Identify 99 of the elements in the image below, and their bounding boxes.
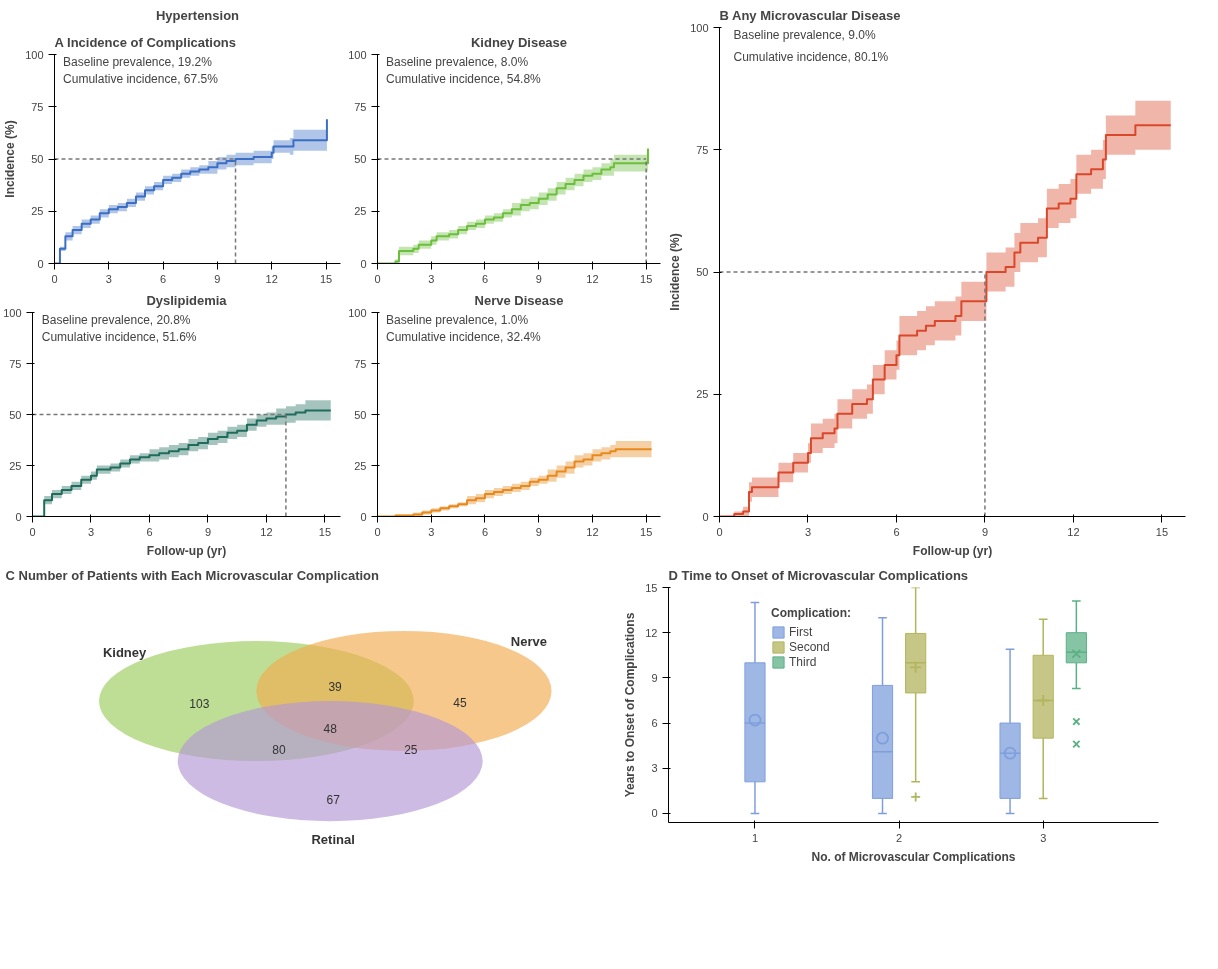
x-tick-label: 0 — [716, 525, 723, 538]
y-tick-label: 25 — [9, 459, 22, 472]
y-tick-label: 25 — [31, 205, 44, 218]
x-tick-label: 12 — [1067, 525, 1080, 538]
y-axis-title: Incidence (%) — [668, 233, 683, 311]
x-tick-label: 15 — [1155, 525, 1169, 538]
y-tick-label: 75 — [9, 357, 22, 370]
y-tick-label: 50 — [31, 153, 44, 165]
annotation: Cumulative incidence, 32.4% — [385, 329, 542, 344]
x-tick-label: 6 — [893, 525, 900, 538]
x-tick-label: 1 — [751, 831, 759, 844]
text: 48 — [323, 722, 338, 737]
chart-subtitle: A Incidence of Complications — [54, 34, 237, 50]
annotation: Baseline prevalence, 8.0% — [385, 54, 529, 69]
annotation: Cumulative incidence, 67.5% — [63, 72, 219, 87]
y-tick-label: 100 — [348, 306, 367, 319]
x-tick-label: 9 — [214, 272, 221, 285]
annotation: Baseline prevalence, 1.0% — [385, 312, 529, 327]
x-axis-title: No. of Microvascular Complications — [811, 849, 1016, 864]
y-tick-label: 75 — [696, 143, 709, 156]
text: C Number of Patients with Each Microvascular Complication — [5, 567, 380, 583]
x-tick-label: 12 — [586, 525, 599, 538]
y-tick-label: 9 — [651, 671, 658, 684]
y-tick-label: 0 — [37, 257, 44, 270]
x-tick-label: 9 — [535, 272, 542, 285]
y-tick-label: 12 — [645, 626, 658, 639]
y-tick-label: 50 — [354, 408, 367, 421]
x-tick-label: 3 — [87, 525, 95, 538]
text: 45 — [453, 696, 468, 711]
x-tick-label: 9 — [535, 525, 542, 538]
text: 103 — [189, 697, 210, 712]
category-label: Nerve — [510, 633, 547, 649]
annotation: Cumulative incidence, 54.8% — [385, 72, 542, 87]
x-tick-label: 0 — [51, 272, 58, 285]
y-tick-label: 50 — [354, 153, 367, 165]
x-tick-label: 6 — [160, 272, 167, 285]
annotation: Baseline prevalence, 20.8% — [41, 312, 191, 327]
chart-title: Hypertension — [155, 7, 240, 23]
x-tick-label: 12 — [265, 272, 278, 285]
chart-title: B Any Microvascular Disease — [719, 7, 901, 23]
y-tick-label: 75 — [354, 100, 367, 113]
y-tick-label: 25 — [354, 459, 367, 472]
y-tick-label: 25 — [696, 388, 709, 401]
legend-label: Second — [789, 640, 830, 654]
y-tick-label: 100 — [3, 306, 22, 319]
y-tick-label: 6 — [651, 717, 658, 730]
y-tick-label: 50 — [9, 408, 22, 421]
y-axis-title: Years to Onset of Complications — [623, 612, 638, 798]
annotation: Cumulative incidence, 80.1% — [733, 49, 889, 64]
legend-title: Complication: — [771, 606, 851, 620]
x-tick-label: 9 — [981, 525, 989, 538]
y-tick-label: 50 — [696, 266, 709, 278]
x-tick-label: 3 — [105, 272, 112, 285]
text: 67 — [326, 793, 341, 808]
chart-title: D Time to Onset of Microvascular Complications — [668, 567, 969, 583]
y-tick-label: 100 — [690, 21, 709, 34]
text: 39 — [328, 679, 343, 694]
legend-label: First — [789, 625, 813, 639]
x-tick-label: 12 — [586, 272, 599, 285]
y-tick-label: 3 — [651, 762, 658, 775]
annotation: Cumulative incidence, 51.6% — [41, 329, 197, 344]
x-tick-label: 6 — [481, 525, 489, 538]
x-tick-label: 3 — [804, 525, 812, 538]
y-tick-label: 100 — [348, 48, 367, 61]
chart-title: Dyslipidemia — [146, 292, 228, 308]
y-tick-label: 0 — [702, 510, 709, 523]
x-tick-label: 15 — [319, 272, 333, 285]
y-tick-label: 0 — [360, 257, 367, 270]
annotation: Baseline prevalence, 19.2% — [63, 54, 213, 69]
y-tick-label: 75 — [354, 357, 367, 370]
y-tick-label: 75 — [31, 100, 44, 113]
y-tick-label: 0 — [651, 807, 658, 820]
x-axis-title: Follow-up (yr) — [912, 543, 993, 558]
x-tick-label: 3 — [1040, 831, 1047, 844]
x-tick-label: 0 — [374, 525, 381, 538]
y-tick-label: 100 — [25, 48, 44, 61]
chart-title: Kidney Disease — [470, 34, 568, 50]
chart-title: Nerve Disease — [474, 292, 564, 308]
y-tick-label: 0 — [360, 510, 367, 523]
x-tick-label: 3 — [428, 525, 435, 538]
text: 25 — [404, 742, 418, 757]
x-tick-label: 0 — [374, 272, 381, 285]
y-tick-label: 25 — [354, 205, 367, 218]
y-axis-title: Incidence (%) — [3, 120, 18, 198]
legend-label: Third — [789, 655, 817, 669]
category-label: Kidney — [102, 644, 147, 660]
y-tick-label: 0 — [15, 510, 22, 523]
text: 80 — [272, 742, 287, 757]
x-tick-label: 9 — [204, 525, 212, 538]
annotation: Baseline prevalence, 9.0% — [733, 27, 876, 42]
x-tick-label: 2 — [896, 831, 903, 844]
x-tick-label: 6 — [146, 525, 153, 538]
y-tick-label: 15 — [645, 581, 658, 594]
x-tick-label: 12 — [260, 525, 273, 538]
x-tick-label: 15 — [318, 525, 332, 538]
category-label: Retinal — [311, 832, 355, 848]
x-tick-label: 6 — [481, 272, 489, 285]
x-axis-title: Follow-up (yr) — [146, 543, 227, 558]
x-tick-label: 3 — [428, 272, 435, 285]
